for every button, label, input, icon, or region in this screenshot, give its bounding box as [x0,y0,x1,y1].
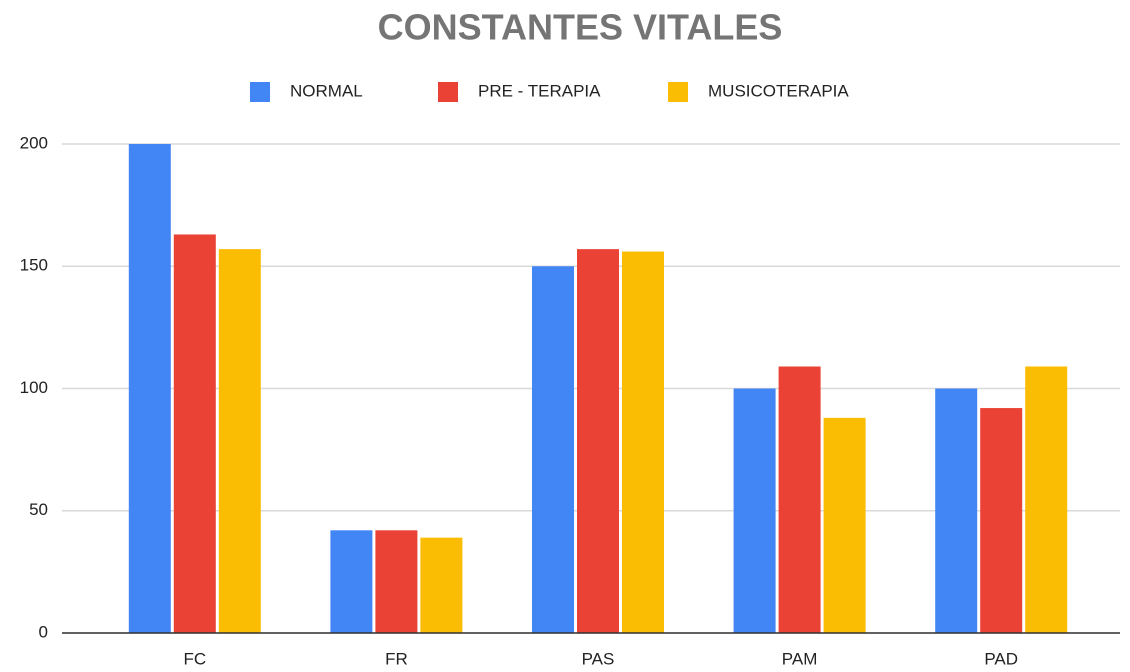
bar [733,388,776,633]
bar [420,537,463,633]
bar [980,408,1023,633]
y-tick-label: 0 [39,622,48,641]
bar [577,249,619,633]
bar [778,366,821,633]
bar [1025,366,1068,633]
legend-label: PRE - TERAPIA [478,81,601,100]
bar [330,530,373,633]
legend-swatch [668,82,688,102]
x-tick-label: PAD [984,649,1018,668]
y-tick-label: 50 [29,500,48,519]
x-tick-label: PAS [582,649,615,668]
bar [375,530,418,633]
bar [823,417,866,633]
y-tick-label: 200 [20,133,48,152]
y-tick-label: 100 [20,378,48,397]
legend-swatch [438,82,458,102]
bar [218,249,261,633]
x-tick-label: PAM [782,649,818,668]
x-tick-label: FR [385,649,408,668]
bar [532,266,574,633]
bar [622,251,664,633]
x-tick-label: FC [183,649,206,668]
bar [173,234,216,633]
y-tick-label: 150 [20,256,48,275]
legend-label: MUSICOTERAPIA [708,81,849,100]
bar [128,144,171,633]
legend-swatch [250,82,270,102]
chart-title: CONSTANTES VITALES [378,7,783,48]
bar [935,388,978,633]
legend-label: NORMAL [290,81,363,100]
